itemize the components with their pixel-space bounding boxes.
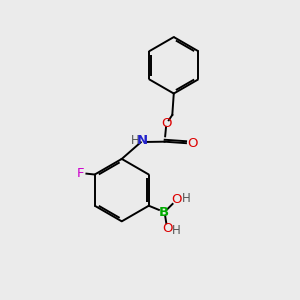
Text: H: H [182,192,190,205]
Text: O: O [162,117,172,130]
Text: O: O [172,193,182,206]
Text: F: F [77,167,84,179]
Text: N: N [137,134,148,147]
Text: B: B [159,206,169,219]
Text: O: O [187,137,198,150]
Text: H: H [130,134,139,147]
Text: O: O [162,222,172,235]
Text: H: H [172,224,181,238]
